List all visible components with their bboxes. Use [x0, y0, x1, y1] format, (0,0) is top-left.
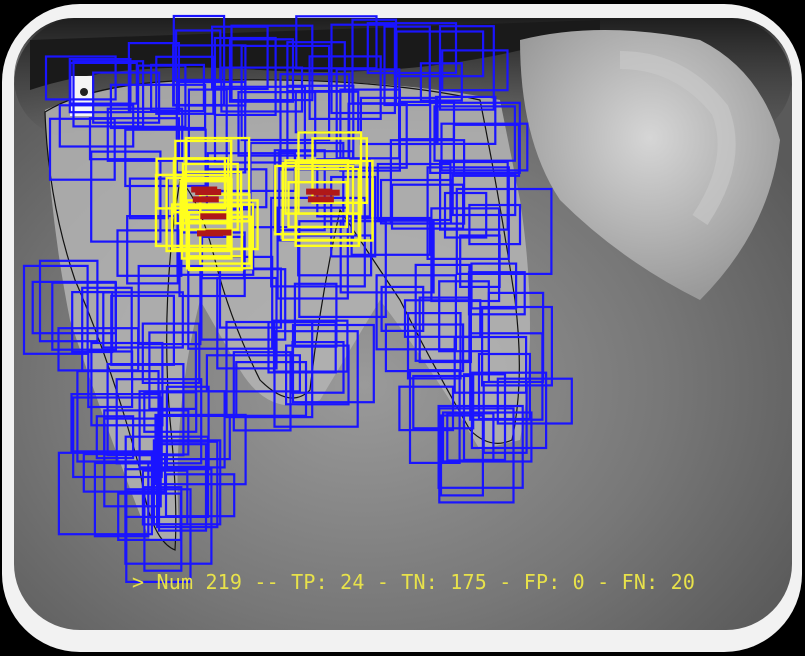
negative-box: [468, 203, 522, 246]
positive-center-mark: [191, 186, 218, 193]
negative-box: [433, 105, 517, 162]
positive-box: [311, 137, 368, 204]
negative-box: [93, 461, 150, 538]
negative-box: [213, 85, 307, 164]
negative-box: [235, 361, 308, 417]
negative-box: [237, 90, 317, 157]
negative-box: [92, 71, 161, 124]
negative-box: [216, 276, 278, 370]
negative-box: [172, 44, 247, 107]
negative-box: [470, 262, 518, 310]
negative-box: [273, 330, 359, 428]
negative-box: [451, 172, 517, 217]
negative-box: [141, 322, 201, 385]
negative-box: [22, 264, 89, 355]
positive-box: [287, 180, 349, 229]
positive-center-mark: [197, 230, 223, 237]
negative-box: [350, 216, 432, 256]
negative-box: [88, 117, 181, 161]
negative-box: [124, 468, 213, 565]
negative-box: [470, 371, 548, 450]
negative-box: [380, 285, 425, 332]
negative-box: [138, 390, 226, 469]
negative-box: [446, 412, 495, 462]
negative-box: [434, 95, 497, 146]
negative-box: [440, 122, 529, 172]
negative-box: [38, 259, 99, 343]
positive-box: [274, 164, 355, 236]
negative-box: [164, 473, 236, 518]
negative-box: [481, 305, 554, 387]
negative-box: [57, 451, 154, 536]
positive-box: [165, 176, 231, 253]
negative-box: [205, 354, 301, 393]
negative-box: [154, 413, 247, 486]
negative-box: [418, 296, 473, 364]
negative-box: [496, 377, 573, 425]
negative-box: [295, 15, 378, 70]
negative-box: [308, 55, 382, 121]
negative-box: [152, 439, 222, 526]
negative-box: [366, 22, 458, 75]
negative-box: [438, 25, 495, 111]
negative-box: [48, 117, 116, 181]
negative-box: [316, 158, 371, 218]
positive-center-mark: [200, 213, 227, 220]
negative-box: [58, 104, 135, 148]
negative-box: [452, 123, 521, 177]
negative-box: [228, 38, 295, 103]
negative-box: [175, 29, 222, 82]
negative-box: [379, 178, 453, 225]
negative-detection-boxes: [22, 14, 573, 583]
positive-box-centers: [191, 186, 340, 237]
negative-box: [276, 206, 349, 300]
positive-box: [297, 131, 363, 215]
negative-box: [291, 341, 345, 394]
positive-center-mark: [192, 196, 219, 203]
negative-box: [455, 187, 553, 276]
negative-box: [90, 150, 162, 243]
positive-box: [180, 178, 233, 260]
negative-box: [232, 351, 292, 432]
negative-box: [31, 280, 117, 335]
negative-box: [438, 407, 515, 504]
negative-box: [339, 219, 435, 294]
negative-box: [439, 414, 485, 497]
negative-box: [406, 312, 462, 380]
negative-box: [426, 166, 510, 260]
positive-detection-boxes: [154, 131, 374, 272]
negative-box: [285, 344, 350, 406]
positive-box: [185, 199, 259, 251]
positive-center-mark: [313, 189, 340, 196]
negative-box: [143, 486, 183, 572]
negative-box: [441, 49, 509, 92]
negative-box: [155, 55, 215, 115]
negative-box: [230, 24, 314, 102]
negative-box: [90, 341, 164, 427]
positive-box: [294, 159, 374, 242]
detection-stats-text: > Num 219 -- TP: 24 - TN: 175 - FP: 0 - …: [132, 570, 696, 594]
negative-box: [127, 41, 180, 114]
positive-center-mark: [307, 196, 334, 203]
negative-box: [453, 335, 528, 394]
negative-box: [225, 320, 314, 419]
negative-box: [403, 299, 482, 338]
negative-box: [44, 55, 117, 101]
negative-box: [106, 107, 184, 162]
negative-box: [359, 96, 439, 146]
negative-box: [156, 440, 219, 529]
positive-box: [199, 193, 251, 265]
